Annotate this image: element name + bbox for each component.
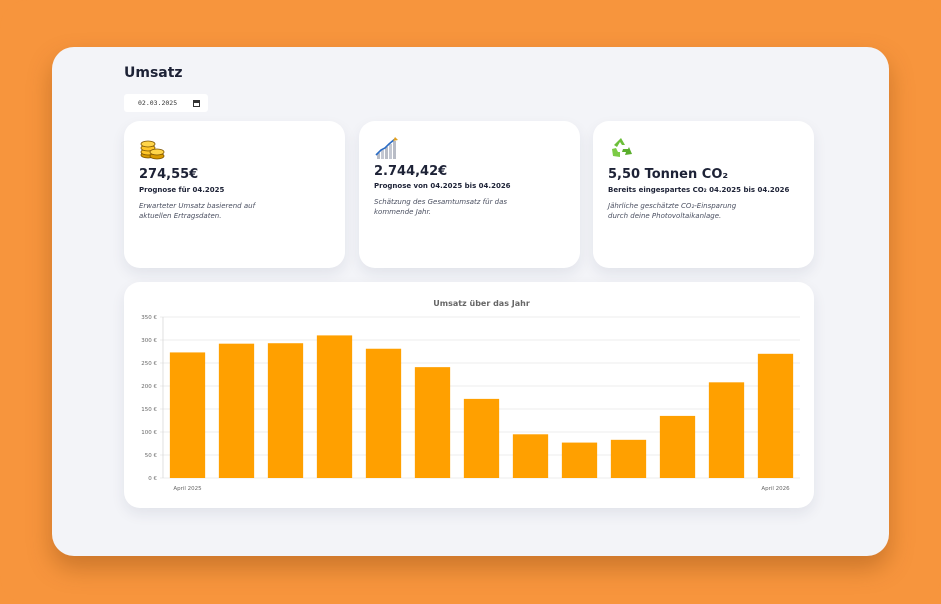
bar — [316, 335, 353, 478]
date-input[interactable]: 02.03.2025 — [124, 94, 208, 112]
bar — [757, 353, 794, 478]
card-description: Erwarteter Umsatz basierend auf aktuelle… — [139, 202, 256, 220]
forecast-year-card: 2.744,42€ Prognose von 04.2025 bis 04.20… — [359, 121, 580, 268]
y-tick-label: 350 € — [141, 315, 157, 321]
x-tick-label: April 2025 — [173, 486, 202, 492]
bar — [708, 382, 745, 478]
card-description: Jährliche geschätzte CO₂-Einsparung durc… — [608, 202, 737, 220]
y-tick-label: 250 € — [141, 361, 157, 367]
date-input-value: 02.03.2025 — [138, 99, 178, 107]
bar — [512, 434, 549, 478]
y-tick-label: 100 € — [141, 430, 157, 436]
main-panel: Umsatz 02.03.2025 274,55€ Prognose für 0… — [52, 47, 889, 556]
y-tick-label: 300 € — [141, 338, 157, 344]
y-tick-label: 200 € — [141, 384, 157, 390]
card-description: Schätzung des Gesamtumsatz für das komme… — [374, 198, 508, 216]
coins-icon — [140, 140, 165, 160]
calendar-icon[interactable] — [193, 99, 200, 107]
card-value: 5,50 Tonnen CO₂ — [608, 167, 729, 182]
bar — [561, 442, 598, 478]
card-value: 274,55€ — [139, 167, 199, 182]
bar — [414, 367, 451, 478]
bar — [267, 343, 304, 478]
bar — [169, 352, 206, 478]
y-tick-label: 50 € — [145, 453, 158, 459]
growth-chart-icon — [375, 137, 398, 159]
y-tick-label: 150 € — [141, 407, 157, 413]
bar — [463, 398, 500, 478]
card-value: 2.744,42€ — [374, 164, 448, 179]
co2-savings-card: 5,50 Tonnen CO₂ Bereits eingespartes CO₂… — [593, 121, 814, 268]
card-subtitle: Prognose für 04.2025 — [139, 186, 225, 194]
revenue-chart-card: Umsatz über das Jahr 0 € 50 € 100 € 150 € 200… — [124, 282, 814, 508]
card-subtitle: Bereits eingespartes CO₂ 04.2025 bis 04.… — [608, 186, 790, 194]
y-tick-label: 0 € — [148, 476, 157, 482]
recycle-icon — [612, 138, 632, 157]
chart-title: Umsatz über das Jahr — [433, 299, 530, 308]
x-tick-label: April 2026 — [761, 486, 790, 492]
bar — [365, 348, 402, 478]
card-subtitle: Prognose von 04.2025 bis 04.2026 — [374, 182, 511, 190]
bar — [659, 415, 696, 478]
page-title: Umsatz — [124, 65, 183, 81]
revenue-bar-chart: Umsatz über das Jahr 0 € 50 € 100 € 150 € 200… — [141, 299, 800, 492]
forecast-month-card: 274,55€ Prognose für 04.2025 Erwarteter … — [124, 121, 345, 268]
bar — [610, 439, 647, 478]
bar — [218, 343, 255, 478]
